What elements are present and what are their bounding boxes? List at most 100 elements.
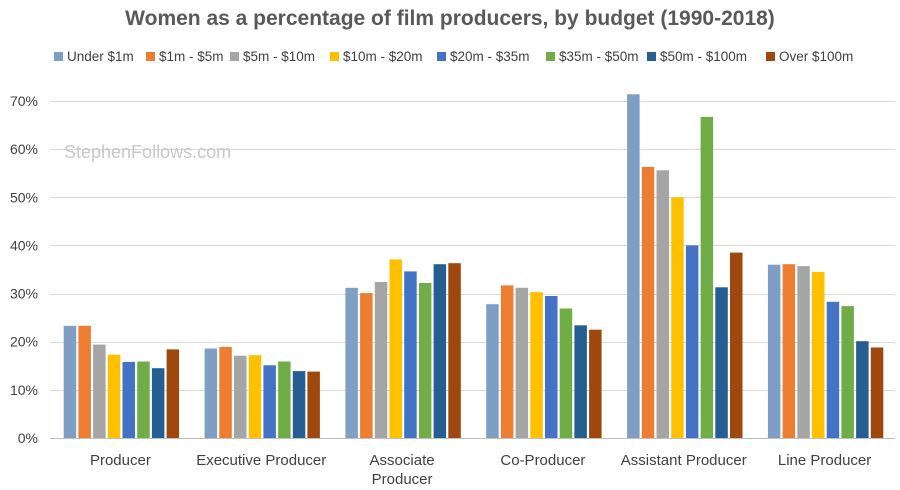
x-tick-label: Line Producer <box>778 452 871 469</box>
legend-swatch <box>647 52 656 61</box>
bar <box>515 287 529 438</box>
bar <box>782 264 796 438</box>
x-tick-label: Producer <box>372 471 433 488</box>
legend-item: $35m - $50m <box>546 49 639 64</box>
bar <box>404 271 417 438</box>
y-tick-label: 0% <box>18 430 38 446</box>
x-axis: Producer Executive Producer Associate Produ… <box>90 452 871 488</box>
bar <box>641 167 655 438</box>
legend-label: Over $100m <box>779 49 853 64</box>
bar <box>151 368 165 438</box>
y-tick-label: 40% <box>10 237 38 253</box>
legend-item: $10m - $20m <box>330 49 423 64</box>
bar <box>219 347 232 438</box>
watermark: StephenFollows.com <box>64 142 231 162</box>
legend-item: $1m - $5m <box>146 49 224 64</box>
legend-label: $5m - $10m <box>243 49 315 64</box>
legend-item: Over $100m <box>766 49 853 64</box>
bar <box>627 94 640 439</box>
legend-item: $50m - $100m <box>647 49 747 64</box>
bar-group <box>345 259 461 438</box>
bar <box>870 347 884 438</box>
y-tick-label: 70% <box>10 93 38 109</box>
legend: Under $1m $1m - $5m $5m - $10m $10m - $20m $… <box>54 49 853 64</box>
bar <box>345 287 358 438</box>
x-tick-label: Executive Producer <box>196 452 326 469</box>
y-tick-label: 10% <box>10 382 38 398</box>
bar-group <box>63 325 180 438</box>
legend-label: $50m - $100m <box>660 49 747 64</box>
bar <box>93 344 106 438</box>
y-tick-label: 20% <box>10 334 38 350</box>
bar <box>486 304 499 438</box>
legend-item: $5m - $10m <box>230 49 315 64</box>
y-tick-label: 50% <box>10 189 38 205</box>
bars <box>63 94 884 439</box>
bar <box>767 264 781 438</box>
bar <box>589 329 602 438</box>
x-tick-label: Associate <box>370 452 435 469</box>
legend-item: Under $1m <box>54 49 134 64</box>
bar <box>826 301 840 438</box>
bar <box>234 355 247 438</box>
bar <box>448 263 461 438</box>
bar <box>360 293 373 438</box>
y-tick-label: 30% <box>10 286 38 302</box>
y-axis: 0% 10% 20% 30% 40% 50% 60% 70% <box>10 93 38 446</box>
bar <box>374 282 388 438</box>
bar <box>307 371 320 438</box>
bar <box>122 361 135 438</box>
bar <box>797 266 810 438</box>
legend-swatch <box>437 52 446 61</box>
legend-label: $10m - $20m <box>343 49 423 64</box>
bar <box>545 296 558 438</box>
bar-group <box>767 264 884 438</box>
bar <box>812 271 825 438</box>
legend-label: $35m - $50m <box>559 49 639 64</box>
legend-swatch <box>54 52 63 61</box>
bar <box>559 308 573 438</box>
bar <box>715 287 728 438</box>
bar <box>500 285 514 438</box>
bar <box>292 371 306 438</box>
bar <box>730 252 743 438</box>
bar <box>107 354 121 438</box>
bar <box>700 116 714 439</box>
bar <box>433 264 447 438</box>
bar <box>248 355 262 438</box>
bar <box>574 325 587 438</box>
gridlines <box>50 101 895 391</box>
bar <box>418 283 432 438</box>
y-tick-label: 60% <box>10 141 38 157</box>
bar <box>656 170 669 439</box>
bar <box>166 349 180 438</box>
bar <box>63 325 77 438</box>
bar <box>389 259 402 438</box>
legend-item: $20m - $35m <box>437 49 530 64</box>
legend-swatch <box>330 52 339 61</box>
bar <box>685 245 699 438</box>
bar-group <box>486 285 602 438</box>
x-tick-label: Producer <box>90 452 151 469</box>
bar <box>530 292 543 438</box>
bar <box>856 341 869 438</box>
bar <box>263 365 276 438</box>
x-tick-label: Co-Producer <box>500 452 585 469</box>
legend-swatch <box>230 52 239 61</box>
legend-swatch <box>766 52 775 61</box>
legend-label: $1m - $5m <box>159 49 224 64</box>
bar-group <box>204 347 320 438</box>
legend-swatch <box>546 52 555 61</box>
legend-label: Under $1m <box>67 49 134 64</box>
bar <box>278 361 291 438</box>
bar <box>137 361 150 438</box>
bar <box>204 348 218 438</box>
bar <box>671 197 684 438</box>
legend-label: $20m - $35m <box>450 49 530 64</box>
legend-swatch <box>146 52 155 61</box>
bar <box>78 325 91 438</box>
chart-title: Women as a percentage of film producers,… <box>125 7 775 30</box>
bar <box>841 306 854 438</box>
bar-group <box>627 94 743 439</box>
